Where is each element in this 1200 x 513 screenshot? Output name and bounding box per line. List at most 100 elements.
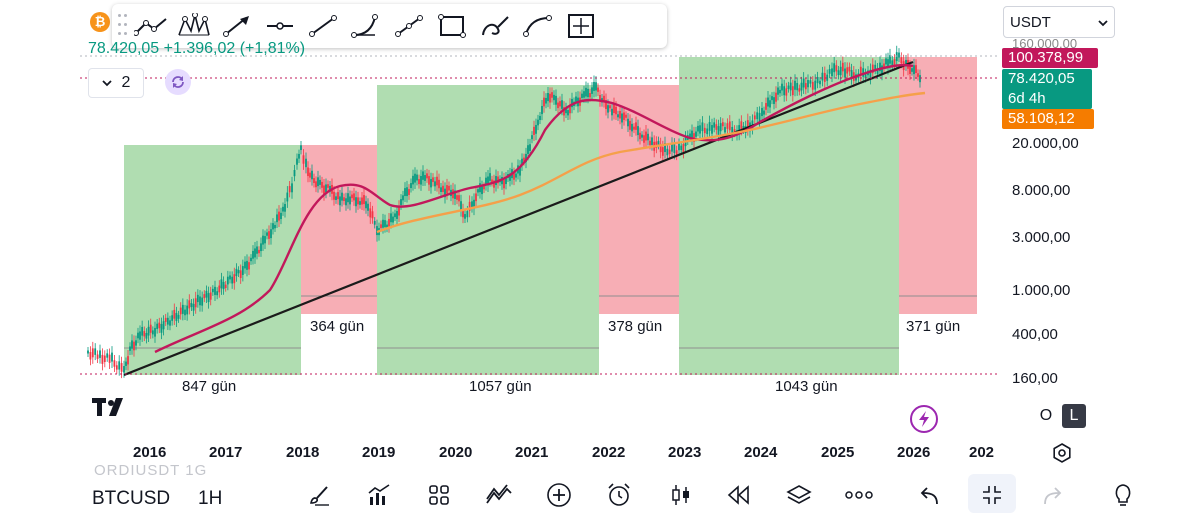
fullscreen-exit-icon[interactable] <box>977 480 1007 510</box>
candle-body <box>367 203 369 211</box>
candle-body <box>371 211 374 219</box>
trend-angle-icon[interactable] <box>131 8 171 44</box>
candle-body <box>305 158 307 168</box>
candle-body <box>483 186 485 190</box>
candle-body <box>509 173 511 181</box>
candle-body <box>871 64 874 74</box>
candle-body <box>143 331 146 337</box>
arrow-icon[interactable] <box>217 8 257 44</box>
candle-body <box>108 354 111 363</box>
compare-icon[interactable] <box>484 480 514 510</box>
range-label: 364 gün <box>310 318 365 335</box>
candle-body <box>343 197 345 201</box>
brush-icon[interactable] <box>475 8 515 44</box>
candle-body <box>675 150 678 156</box>
layout-grid-icon[interactable] <box>424 480 454 510</box>
candle-body <box>120 363 123 372</box>
date-price-range-icon[interactable] <box>561 8 601 44</box>
candle-body <box>147 326 150 336</box>
candle-body <box>286 192 289 202</box>
range-box <box>301 145 377 314</box>
candle-body <box>523 157 525 162</box>
candle-body <box>103 355 106 363</box>
candle-body <box>199 296 201 306</box>
candle-body <box>137 332 139 339</box>
timeframe-button[interactable]: 1H <box>198 488 223 509</box>
candle-body <box>329 185 331 192</box>
add-icon[interactable] <box>544 480 574 510</box>
idea-icon[interactable] <box>1108 480 1138 510</box>
settings-icon[interactable] <box>1052 443 1072 468</box>
more-icon[interactable] <box>844 480 874 510</box>
symbol-button[interactable]: BTCUSD <box>92 488 171 509</box>
last-price-tag: 78.420,05 6d 4h <box>1002 69 1092 109</box>
candle-body <box>549 93 551 103</box>
candle-body <box>416 174 418 181</box>
candle-body <box>446 185 448 194</box>
candle-body <box>296 158 298 165</box>
candle-body <box>846 67 849 74</box>
candle-body <box>118 361 121 370</box>
drag-handle-icon[interactable] <box>118 14 128 38</box>
candle-body <box>535 124 537 134</box>
currency-select[interactable]: USDT <box>1003 6 1115 38</box>
candle-body <box>828 69 831 74</box>
interval-selector[interactable]: 2 <box>88 68 144 98</box>
candle-body <box>531 135 533 140</box>
arc-icon[interactable] <box>346 8 386 44</box>
candle-body <box>302 155 305 164</box>
candle-body <box>477 189 479 193</box>
candles-icon[interactable] <box>666 480 696 510</box>
candle-body <box>414 173 416 183</box>
candle-body <box>655 141 658 148</box>
redo-icon[interactable] <box>1038 480 1068 510</box>
candle-body <box>135 340 137 346</box>
alarm-icon[interactable] <box>604 480 634 510</box>
candle-body <box>149 324 152 333</box>
trend-line-icon[interactable] <box>303 8 343 44</box>
candle-body <box>569 104 571 114</box>
candle-body <box>708 122 711 131</box>
candle-body <box>529 144 531 151</box>
scale-mode-o-button[interactable]: O <box>1034 404 1058 428</box>
undo-icon[interactable] <box>914 480 944 510</box>
price-legend: 78.420,05 +1.396,02 (+1,81%) <box>88 40 306 57</box>
candle-body <box>276 214 278 223</box>
candle-body <box>278 211 280 221</box>
chart-guides <box>80 55 1000 375</box>
candle-body <box>386 224 388 229</box>
lightning-icon[interactable] <box>910 405 938 433</box>
candle-body <box>327 184 329 188</box>
x-tick: 2023 <box>668 444 702 461</box>
candle-body <box>703 127 706 134</box>
candle-body <box>881 65 883 74</box>
price-chart[interactable] <box>0 0 1000 440</box>
range-label: 847 gün <box>182 378 237 395</box>
path-icon[interactable] <box>389 8 429 44</box>
candle-body <box>337 192 339 200</box>
scale-mode-log-button[interactable]: L <box>1062 404 1086 428</box>
candle-body <box>651 137 653 145</box>
rectangle-icon[interactable] <box>432 8 472 44</box>
candle-body <box>179 307 182 315</box>
sync-icon[interactable] <box>165 69 191 95</box>
candle-body <box>603 95 605 103</box>
brush-icon[interactable] <box>304 480 334 510</box>
replay-icon[interactable] <box>724 480 754 510</box>
candle-body <box>321 181 323 188</box>
candle-body <box>323 185 325 195</box>
layers-icon[interactable] <box>784 480 814 510</box>
indicators-icon[interactable] <box>364 480 394 510</box>
horizontal-ray-icon[interactable] <box>260 8 300 44</box>
candle-body <box>666 148 669 156</box>
candle-body <box>898 52 900 58</box>
pattern-icon[interactable] <box>174 8 214 44</box>
candle-body <box>412 175 414 185</box>
candle-body <box>351 194 353 199</box>
candle-body <box>218 285 221 293</box>
candle-body <box>87 350 89 354</box>
curve-icon[interactable] <box>518 8 558 44</box>
candle-body <box>325 184 327 193</box>
candle-body <box>466 211 469 218</box>
candle-body <box>678 143 680 151</box>
